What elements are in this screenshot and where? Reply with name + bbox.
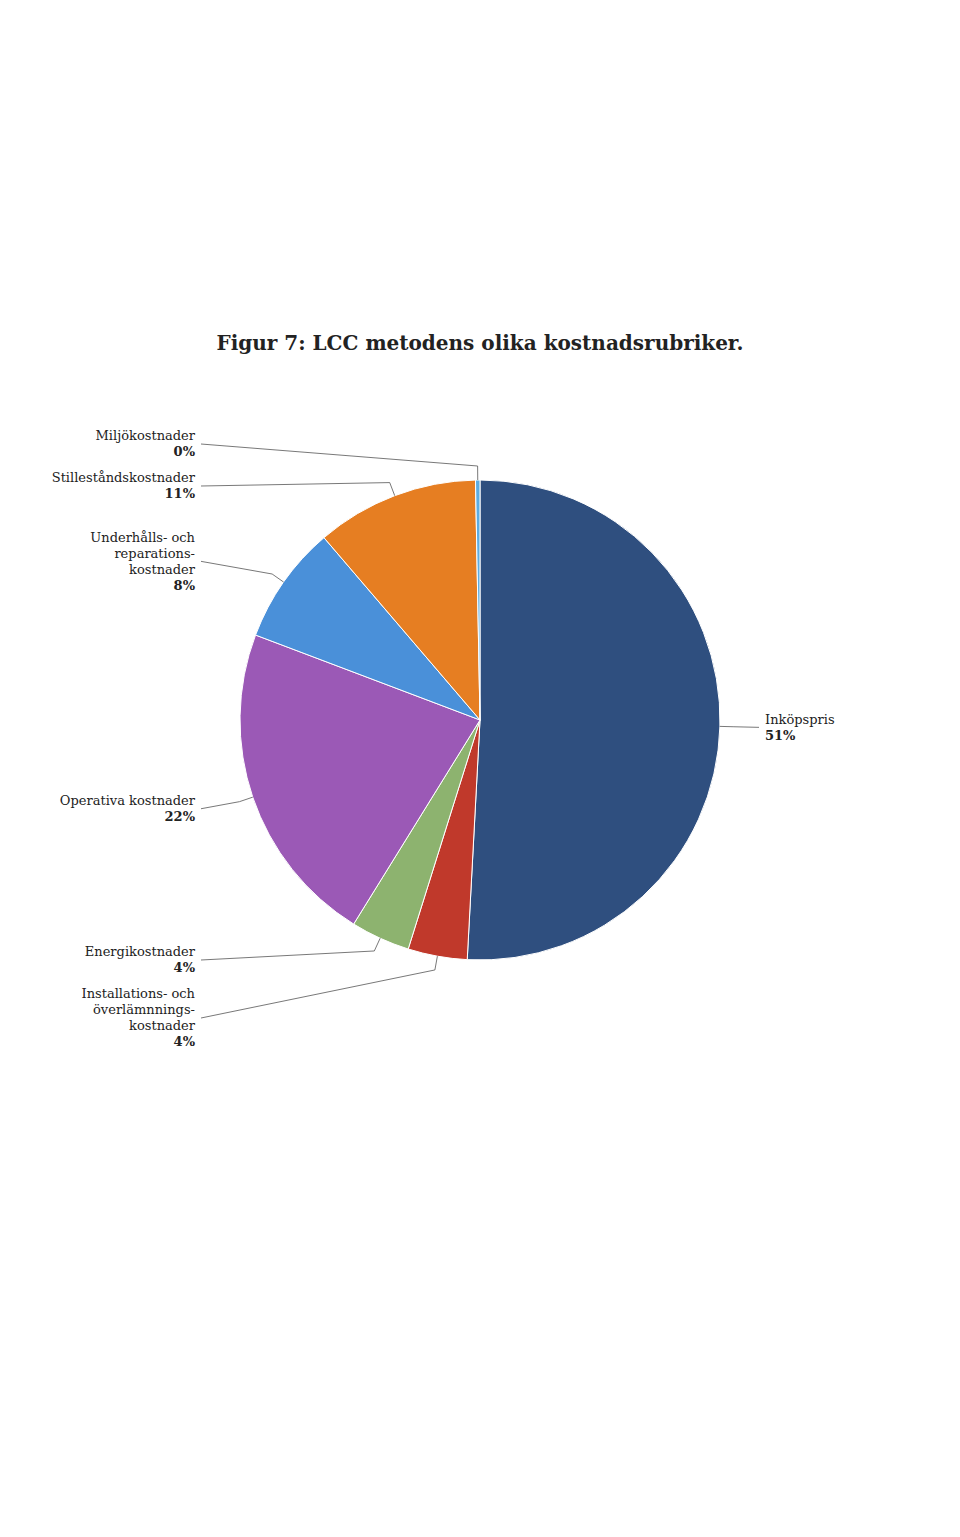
pie-slice bbox=[467, 480, 720, 960]
slice-value-label: 8% bbox=[174, 578, 196, 593]
slice-category-label: Operativa kostnader bbox=[60, 793, 196, 808]
leader-line bbox=[201, 444, 478, 480]
label-line: Stilleståndskostnader bbox=[52, 470, 196, 485]
leader-line bbox=[201, 561, 284, 582]
chart-title: Figur 7: LCC metodens olika kostnadsrubr… bbox=[216, 331, 743, 355]
slice-value-label: 4% bbox=[174, 960, 196, 975]
chart-container: Figur 7: LCC metodens olika kostnadsrubr… bbox=[0, 0, 960, 1537]
background bbox=[0, 0, 960, 1537]
chart-svg: Figur 7: LCC metodens olika kostnadsrubr… bbox=[0, 0, 960, 1537]
label-line: Energikostnader bbox=[85, 944, 196, 959]
slice-category-label: Inköpspris bbox=[765, 712, 835, 727]
slice-category-label: Miljökostnader bbox=[96, 428, 196, 443]
slice-value-label: 51% bbox=[765, 728, 796, 743]
slice-labels: Inköpspris51% Installations- ochöverlämnn… bbox=[52, 428, 835, 1049]
label-line: kostnader bbox=[129, 562, 196, 577]
slice-category-label: Stilleståndskostnader bbox=[52, 470, 196, 485]
label-line: kostnader bbox=[129, 1018, 196, 1033]
leader-line bbox=[201, 956, 437, 1018]
leader-line bbox=[201, 483, 395, 496]
slice-value-label: 0% bbox=[174, 444, 196, 459]
label-line: Inköpspris bbox=[765, 712, 835, 727]
slice-category-label: Underhålls- ochreparations-kostnader bbox=[90, 530, 195, 577]
slice-value-label: 4% bbox=[174, 1034, 196, 1049]
slice-category-label: Energikostnader bbox=[85, 944, 196, 959]
slice-value-label: 11% bbox=[165, 486, 196, 501]
leader-line bbox=[201, 938, 380, 960]
leader-line bbox=[720, 726, 759, 728]
slices bbox=[240, 480, 720, 960]
pie-slice bbox=[324, 480, 480, 720]
label-line: Installations- och bbox=[82, 986, 196, 1001]
label-line: Miljökostnader bbox=[96, 428, 196, 443]
slice-category-label: Installations- ochöverlämnnings-kostnade… bbox=[82, 986, 196, 1033]
leader-lines bbox=[201, 444, 759, 1018]
label-line: reparations- bbox=[114, 546, 195, 561]
label-line: Operativa kostnader bbox=[60, 793, 196, 808]
label-line: Underhålls- och bbox=[90, 530, 195, 545]
leader-line bbox=[201, 797, 253, 809]
pie-slice bbox=[475, 480, 480, 720]
slice-value-label: 22% bbox=[165, 809, 196, 824]
label-line: överlämnnings- bbox=[93, 1002, 195, 1017]
